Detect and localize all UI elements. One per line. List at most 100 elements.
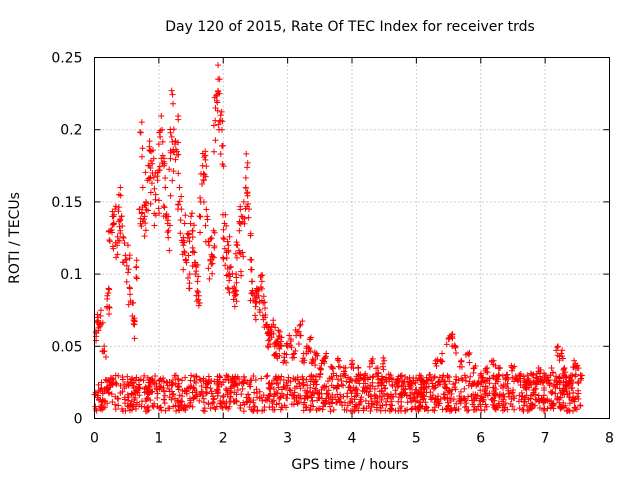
data-point — [557, 404, 564, 411]
data-point — [572, 404, 579, 411]
y-tick-label: 0.05 — [51, 339, 82, 355]
data-point — [175, 139, 182, 146]
data-point — [324, 390, 331, 397]
data-point — [474, 392, 481, 399]
data-point — [570, 389, 577, 396]
data-point — [444, 394, 451, 401]
data-point — [452, 406, 459, 413]
data-point — [145, 403, 152, 410]
data-point — [176, 184, 183, 191]
data-point — [450, 381, 457, 388]
data-point — [115, 208, 122, 215]
data-point — [151, 222, 158, 229]
data-point — [459, 376, 466, 383]
data-point — [388, 375, 395, 382]
data-point — [491, 390, 498, 397]
data-point — [344, 390, 351, 397]
data-point — [115, 402, 122, 409]
data-point — [189, 244, 196, 251]
data-point — [265, 392, 272, 399]
data-point — [130, 391, 137, 398]
data-point — [139, 145, 146, 152]
data-point — [209, 260, 216, 267]
data-point — [366, 363, 373, 370]
data-point — [305, 344, 312, 351]
data-point — [228, 384, 235, 391]
data-point — [461, 372, 468, 379]
data-point — [276, 328, 283, 335]
data-point — [323, 395, 330, 402]
data-point — [375, 369, 382, 376]
data-point — [262, 397, 269, 403]
data-point — [575, 380, 582, 387]
data-point — [333, 385, 340, 392]
data-point — [152, 212, 159, 219]
data-point — [387, 391, 394, 398]
data-point — [462, 351, 469, 358]
data-point — [556, 374, 563, 381]
data-point — [219, 393, 226, 400]
data-point — [149, 377, 156, 384]
data-point — [363, 389, 370, 396]
data-point — [149, 388, 156, 395]
data-point — [435, 378, 442, 385]
data-point — [514, 377, 521, 384]
data-point — [367, 407, 374, 414]
data-point — [330, 384, 337, 391]
data-point — [95, 381, 102, 388]
data-point — [148, 180, 155, 187]
data-point — [117, 382, 124, 389]
data-point — [157, 133, 164, 140]
data-point — [483, 403, 490, 410]
data-point — [179, 393, 186, 400]
data-point — [570, 364, 577, 371]
data-point — [267, 384, 274, 391]
data-point — [532, 385, 539, 392]
data-point — [548, 389, 555, 396]
data-point — [433, 362, 440, 369]
data-point — [490, 384, 497, 391]
data-point — [535, 368, 542, 375]
data-point — [92, 403, 99, 410]
data-point — [240, 373, 247, 380]
data-point — [208, 388, 215, 395]
data-point — [131, 335, 138, 342]
data-point — [212, 117, 219, 124]
data-point — [389, 381, 396, 388]
data-point — [220, 163, 227, 170]
data-point — [141, 233, 148, 240]
data-point — [335, 376, 342, 383]
data-point — [212, 137, 219, 144]
data-point — [511, 363, 518, 370]
data-point — [490, 372, 497, 379]
data-point — [166, 247, 173, 254]
data-point — [243, 150, 250, 157]
data-point — [142, 227, 149, 234]
data-point — [143, 395, 150, 402]
data-point — [123, 278, 130, 285]
data-point — [452, 386, 459, 393]
data-point — [238, 391, 245, 398]
data-point — [245, 200, 252, 207]
data-point — [279, 404, 286, 411]
data-point — [201, 171, 208, 178]
data-point — [182, 374, 189, 381]
data-point — [202, 222, 209, 229]
data-point — [307, 334, 314, 341]
data-point — [116, 237, 123, 244]
data-point — [376, 393, 383, 400]
data-point — [221, 245, 228, 252]
data-point — [270, 317, 277, 324]
data-point — [505, 385, 512, 392]
data-point — [367, 393, 374, 400]
data-point — [156, 405, 163, 412]
data-point — [503, 374, 510, 381]
data-point — [279, 386, 286, 393]
data-point — [218, 126, 225, 133]
data-point — [204, 216, 211, 223]
data-point — [187, 377, 194, 384]
y-tick-labels: 0 0.05 0.1 0.15 0.2 0.25 — [51, 51, 82, 428]
data-point — [538, 395, 545, 402]
data-point — [184, 274, 191, 281]
data-point — [233, 288, 240, 295]
